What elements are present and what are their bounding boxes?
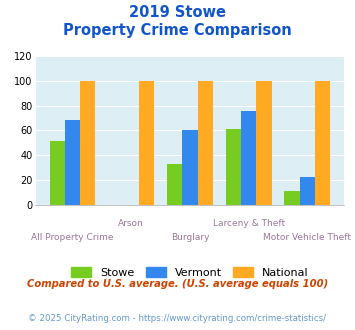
Text: Motor Vehicle Theft: Motor Vehicle Theft (263, 233, 351, 242)
Bar (198, 81, 213, 205)
Text: © 2025 CityRating.com - https://www.cityrating.com/crime-statistics/: © 2025 CityRating.com - https://www.city… (28, 314, 327, 323)
Bar (284, 191, 300, 205)
Bar (315, 81, 330, 205)
Bar (182, 130, 198, 205)
Text: All Property Crime: All Property Crime (31, 233, 114, 242)
Text: Compared to U.S. average. (U.S. average equals 100): Compared to U.S. average. (U.S. average … (27, 279, 328, 289)
Text: Arson: Arson (118, 219, 144, 228)
Bar (256, 81, 272, 205)
Text: 2019 Stowe: 2019 Stowe (129, 5, 226, 20)
Text: Property Crime Comparison: Property Crime Comparison (63, 23, 292, 38)
Text: Larceny & Theft: Larceny & Theft (213, 219, 285, 228)
Text: Burglary: Burglary (171, 233, 209, 242)
Bar (65, 120, 80, 205)
Bar (50, 142, 65, 205)
Bar (241, 111, 256, 205)
Legend: Stowe, Vermont, National: Stowe, Vermont, National (71, 267, 308, 278)
Bar (226, 129, 241, 205)
Bar (300, 178, 315, 205)
Bar (80, 81, 95, 205)
Bar (167, 164, 182, 205)
Bar (139, 81, 154, 205)
